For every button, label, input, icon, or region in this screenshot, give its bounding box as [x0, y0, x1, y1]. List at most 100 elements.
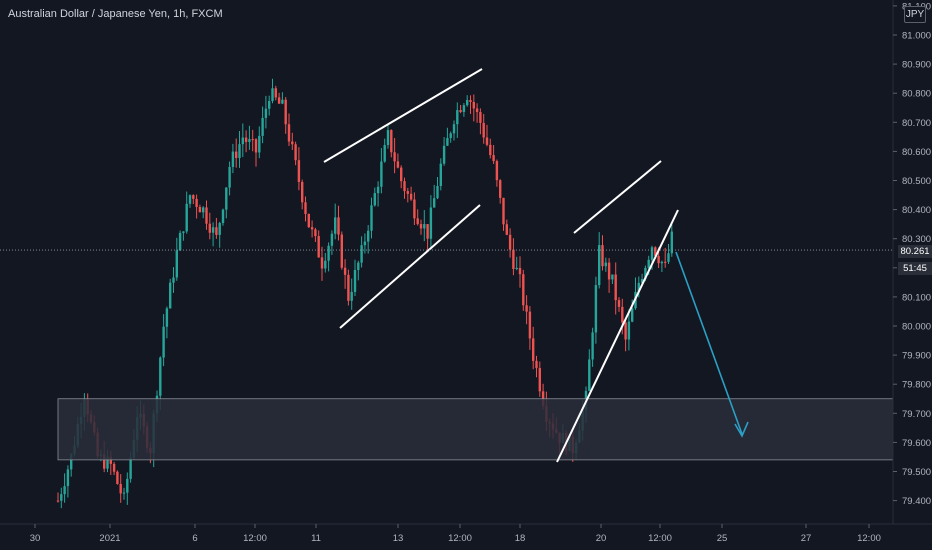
candle-body [327, 245, 330, 261]
candle-body [60, 494, 63, 501]
candle-body [452, 124, 456, 134]
candle-body [429, 207, 433, 239]
candle-body [459, 110, 462, 113]
candle-body [472, 102, 475, 109]
time-tick-label: 25 [717, 533, 728, 544]
channel-upper-line-1 [323, 68, 483, 163]
candle-body [363, 241, 367, 246]
candle-body [116, 471, 119, 485]
candle-body [670, 231, 673, 254]
candle-body [106, 456, 109, 469]
candle-body [301, 181, 304, 203]
candle-body [367, 230, 370, 242]
candle-body [591, 332, 594, 360]
candle-body [281, 99, 284, 104]
time-tick-label: 12:00 [448, 533, 472, 544]
candle-body [518, 267, 522, 275]
candle-body [525, 305, 528, 312]
candle-body [159, 357, 162, 396]
support-zone [57, 398, 894, 461]
candle-body [386, 130, 390, 146]
candle-body [360, 245, 363, 263]
candle-body [350, 291, 353, 301]
candle-body [644, 267, 647, 280]
candle-body [601, 245, 604, 267]
candle-body [254, 139, 258, 153]
candle-body [409, 193, 413, 200]
price-tick-label: 81.000 [902, 31, 931, 42]
candle-body [218, 222, 221, 235]
candle-body [211, 227, 215, 233]
candle-body [637, 282, 640, 292]
candle-body [235, 151, 238, 159]
candle-body [535, 360, 538, 369]
candle-body [640, 279, 644, 283]
candle-body [63, 486, 66, 495]
candle-body [598, 245, 601, 286]
candle-body [192, 195, 195, 199]
channel-lower-line-1 [339, 204, 481, 329]
candle-body [258, 135, 261, 153]
candle-body [442, 145, 446, 164]
candle-body [495, 161, 499, 181]
price-tick-label: 79.500 [902, 467, 931, 478]
candle-body [396, 161, 400, 168]
candle-body [314, 229, 317, 237]
candle-body [607, 262, 611, 280]
candle-body [436, 186, 439, 199]
candle-body [475, 108, 479, 113]
candle-body [508, 234, 512, 250]
candle-body [109, 456, 112, 464]
price-tick-label: 79.800 [902, 380, 931, 391]
candle-body [588, 359, 591, 391]
currency-badge[interactable]: JPY [904, 6, 926, 23]
candle-body [251, 139, 254, 141]
price-tick-label: 80.600 [902, 147, 931, 158]
candle-body [631, 308, 634, 322]
candle-body [512, 249, 515, 269]
candle-body [182, 231, 185, 233]
candle-body [502, 197, 505, 225]
time-tick-label: 12:00 [857, 533, 881, 544]
candle-body [667, 253, 670, 262]
candle-body [413, 199, 416, 219]
candle-body [657, 255, 660, 264]
candle-body [439, 163, 442, 187]
candle-body [614, 274, 617, 301]
price-tick-label: 79.400 [902, 496, 931, 507]
bar-countdown-label: 51:45 [898, 262, 932, 275]
candle-body [178, 232, 182, 251]
candle-body [119, 484, 122, 494]
candle-body [604, 262, 607, 267]
candle-body [185, 203, 188, 232]
candle-body [515, 267, 518, 269]
candle-body [594, 285, 598, 333]
candle-body [433, 198, 436, 208]
price-tick-label: 80.500 [902, 176, 931, 187]
candle-body [310, 227, 314, 230]
price-tick-label: 79.900 [902, 351, 931, 362]
candle-body [317, 236, 320, 258]
candle-body [373, 193, 376, 206]
drawings-layer [0, 68, 894, 463]
candle-body [446, 138, 449, 146]
candle-body [390, 130, 393, 153]
candle-body [489, 144, 492, 156]
time-tick-label: 11 [311, 533, 321, 544]
candle-body [169, 282, 172, 309]
price-tick-label: 80.700 [902, 118, 931, 129]
current-price-label: 80.261 [898, 245, 932, 258]
candle-body [403, 181, 406, 192]
candle-body [215, 227, 218, 235]
candle-body [330, 233, 334, 246]
price-tick-label: 80.000 [902, 322, 931, 333]
candle-body [485, 137, 489, 145]
candle-body [274, 88, 277, 98]
candle-body [347, 274, 350, 301]
candle-body [400, 167, 403, 182]
candle-body [380, 161, 383, 187]
candle-body [406, 191, 409, 194]
candle-body [244, 137, 248, 142]
